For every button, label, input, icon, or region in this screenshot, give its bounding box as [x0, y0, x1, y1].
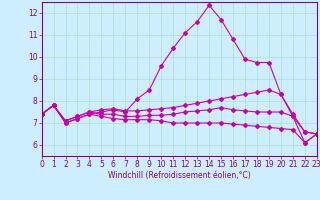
X-axis label: Windchill (Refroidissement éolien,°C): Windchill (Refroidissement éolien,°C)	[108, 171, 251, 180]
